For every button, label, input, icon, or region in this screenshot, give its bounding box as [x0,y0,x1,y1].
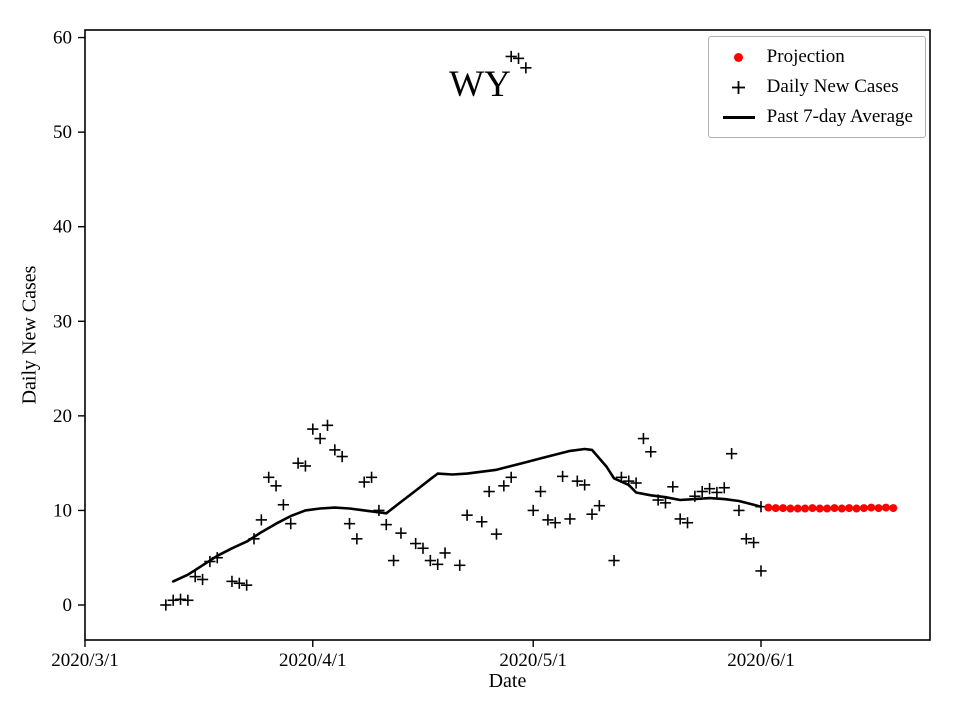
plus-marker-icon [721,80,757,95]
legend-entry-daily-new-cases: Daily New Cases [721,76,913,98]
legend-label-daily-new-cases: Daily New Cases [766,76,899,97]
y-tick-label: 30 [53,311,72,332]
x-tick-label: 2020/6/1 [727,650,795,671]
y-tick-label: 10 [53,500,72,521]
series-past-7-day-average [171,447,763,583]
series-daily-new-cases [160,50,767,611]
y-tick-label: 40 [53,217,72,238]
y-tick-label: 60 [53,28,72,49]
line-marker-icon [721,115,757,119]
y-tick-label: 0 [63,595,73,616]
chart-title: WY [449,64,511,105]
plot-frame [84,29,931,641]
y-tick-label: 20 [53,406,72,427]
y-tick-label: 50 [53,122,72,143]
legend: Projection Daily New Cases Past 7-day Av… [707,36,926,138]
x-tick-label: 2020/4/1 [279,650,347,671]
legend-entry-projection: Projection [721,46,913,68]
legend-entry-past-7day-average: Past 7-day Average [721,106,913,128]
y-axis-ticks: 0 10 20 30 40 50 60 [53,28,85,616]
legend-label-projection: Projection [766,46,845,67]
series-projection [764,503,898,513]
red-dot-icon [721,52,757,62]
x-axis-ticks: 2020/3/1 2020/4/1 2020/5/1 2020/6/1 [51,640,795,671]
y-axis-label: Daily New Cases [18,265,41,405]
x-tick-label: 2020/5/1 [499,650,567,671]
x-axis-label: Date [488,670,527,692]
legend-label-past-7day-average: Past 7-day Average [766,106,913,127]
x-tick-label: 2020/3/1 [51,650,119,671]
